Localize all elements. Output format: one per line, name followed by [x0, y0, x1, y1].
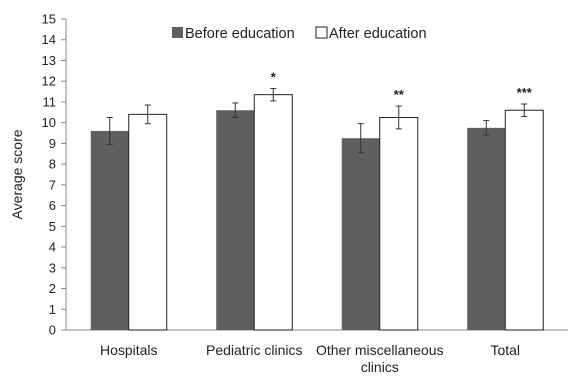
y-tick-label: 13: [42, 53, 56, 68]
legend-swatch-after: [315, 26, 328, 39]
y-tick-label: 2: [49, 281, 56, 296]
significance-marker: *: [271, 69, 277, 84]
legend-label-before: Before education: [185, 26, 295, 42]
y-tick-label: 6: [49, 198, 56, 213]
y-tick-label: 12: [42, 74, 56, 89]
x-category-label: Pediatric clinics: [206, 342, 302, 358]
y-tick-label: 8: [49, 157, 56, 172]
y-tick-label: 7: [49, 177, 56, 192]
y-tick-label: 0: [49, 323, 56, 338]
y-tick-label: 11: [43, 94, 57, 109]
y-tick-label: 1: [49, 302, 56, 317]
y-tick-label: 14: [42, 32, 56, 47]
x-category-label: Other miscellaneous: [316, 342, 444, 358]
y-tick-label: 10: [42, 115, 56, 130]
legend: Before education After education: [172, 26, 427, 42]
significance-marker: ***: [517, 85, 533, 100]
bar-before-1: [216, 110, 255, 330]
bar-before-3: [467, 127, 506, 330]
bar-after-3: [504, 109, 544, 331]
y-tick-label: 3: [49, 260, 56, 275]
y-axis-title: Average score: [9, 129, 25, 219]
x-category-label: clinics: [361, 359, 399, 373]
x-category-label: Hospitals: [100, 342, 158, 358]
y-tick-label: 4: [49, 240, 56, 255]
bars-group: [90, 87, 544, 331]
x-category-label: Total: [490, 342, 520, 358]
significance-marker: **: [394, 87, 405, 102]
y-tick-label: 9: [49, 136, 56, 151]
y-tick-label: 5: [49, 219, 56, 234]
bar-before-0: [90, 130, 129, 330]
bar-before-2: [341, 138, 380, 330]
legend-swatch-before: [172, 27, 183, 38]
legend-label-after: After education: [329, 26, 427, 42]
bar-after-1: [253, 94, 293, 331]
bar-after-0: [128, 113, 168, 331]
y-tick-label: 15: [42, 12, 56, 27]
bar-after-2: [379, 116, 419, 331]
